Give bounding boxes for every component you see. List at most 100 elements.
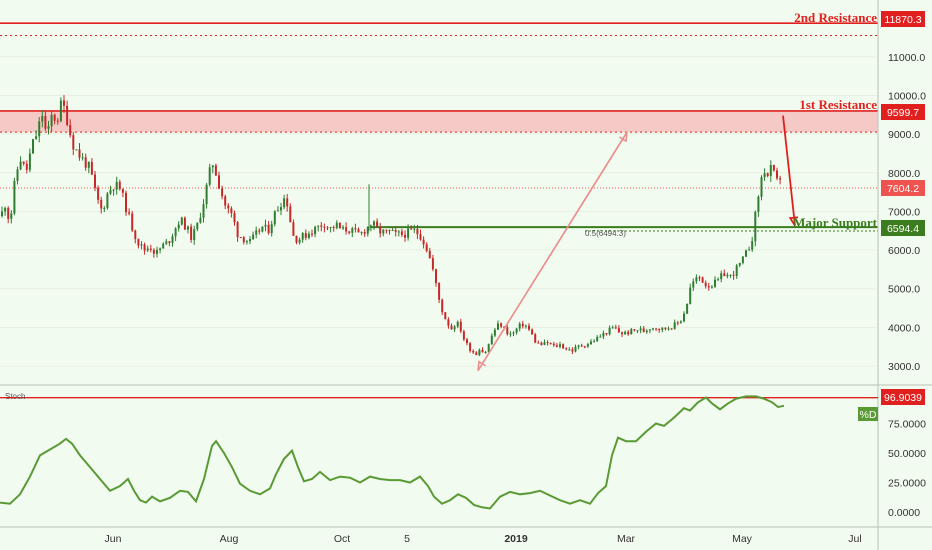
- candle-up: [661, 327, 664, 330]
- candle-up: [261, 226, 264, 232]
- candle-up: [763, 173, 766, 178]
- candle-down: [528, 325, 530, 330]
- candle-down: [552, 343, 555, 346]
- candle-up: [180, 217, 183, 225]
- candle-down: [605, 332, 608, 335]
- candle-up: [738, 262, 741, 266]
- candle-down: [385, 229, 388, 231]
- candle-up: [245, 241, 248, 243]
- candle-up: [366, 226, 369, 234]
- candle-down: [214, 165, 217, 176]
- badge-stoch-value[interactable]: 96.9039: [881, 389, 925, 405]
- candle-down: [565, 348, 568, 350]
- candle-down: [311, 233, 313, 235]
- candle-down: [655, 328, 658, 330]
- badge-current-price[interactable]: 7604.2: [881, 180, 925, 196]
- candle-down: [394, 230, 397, 232]
- candle-down: [447, 319, 450, 326]
- stoch-label: Stoch: [5, 392, 25, 401]
- candle-up: [156, 249, 158, 254]
- candle-up: [648, 329, 651, 331]
- candle-up: [16, 169, 19, 181]
- stoch-legend-d[interactable]: %D: [858, 407, 878, 421]
- candle-up: [280, 207, 282, 211]
- candle-down: [56, 120, 59, 122]
- price-tick-label: 4000.0: [888, 322, 920, 334]
- candle-down: [134, 230, 137, 239]
- projection-arrow-tail-head: [477, 360, 487, 371]
- candle-up: [335, 222, 338, 228]
- candle-up: [754, 211, 757, 242]
- candle-up: [726, 274, 729, 277]
- candle-down: [704, 282, 707, 287]
- candle-down: [357, 229, 360, 233]
- price-tick-label: 7000.0: [888, 206, 920, 218]
- candle-down: [63, 100, 65, 106]
- candle-up: [283, 198, 286, 208]
- badge-second-resistance[interactable]: 11870.3: [881, 11, 925, 27]
- candle-down: [698, 277, 701, 279]
- candle-down: [348, 231, 351, 233]
- candle-up: [19, 161, 22, 170]
- price-tick-label: 9000.0: [888, 129, 920, 141]
- candle-up: [710, 286, 713, 288]
- candle-up: [478, 349, 481, 356]
- candle-down: [354, 228, 357, 230]
- candle-down: [143, 244, 146, 251]
- candle-up: [751, 241, 754, 250]
- candle-down: [428, 250, 431, 259]
- candle-down: [500, 323, 503, 327]
- candle-up: [193, 229, 196, 240]
- candle-up: [146, 248, 149, 251]
- badge-first-resistance[interactable]: 9599.7: [881, 104, 925, 120]
- badge-major-support[interactable]: 6594.4: [881, 220, 925, 236]
- candle-down: [363, 232, 366, 234]
- candle-up: [35, 136, 38, 140]
- candle-down: [670, 328, 673, 330]
- candle-up: [174, 228, 177, 237]
- candle-down: [521, 323, 524, 327]
- candle-down: [190, 226, 193, 240]
- candle-down: [304, 233, 307, 238]
- candle-up: [757, 196, 760, 212]
- candle-down: [614, 327, 617, 329]
- candle-up: [382, 229, 385, 234]
- stoch-axis[interactable]: 0.0000 25.0000 50.0000 75.0000: [888, 419, 926, 520]
- candle-up: [162, 243, 165, 249]
- stoch-tick-label: 25.0000: [888, 478, 926, 490]
- candle-down: [323, 226, 326, 228]
- candle-up: [769, 165, 772, 176]
- candle-down: [128, 212, 131, 214]
- candle-down: [435, 269, 437, 283]
- candle-down: [218, 175, 220, 189]
- candle-up: [211, 165, 214, 168]
- candle-down: [621, 332, 623, 335]
- candle-up: [729, 274, 732, 276]
- candle-down: [66, 105, 69, 126]
- candle-up: [683, 313, 685, 322]
- candle-down: [233, 213, 236, 223]
- price-grid: [0, 56, 878, 367]
- svg-text:9599.7: 9599.7: [887, 107, 919, 119]
- candle-up: [679, 321, 682, 323]
- candle-down: [94, 174, 96, 188]
- candle-up: [342, 227, 344, 229]
- candle-up: [574, 346, 577, 352]
- svg-text:%D: %D: [860, 409, 877, 421]
- candle-down: [416, 228, 419, 235]
- candle-down: [549, 342, 552, 344]
- candle-down: [664, 327, 667, 330]
- price-axis[interactable]: 3000.0 4000.0 5000.0 6000.0 7000.0 8000.0 9000…: [888, 52, 926, 373]
- candle-down: [772, 165, 775, 171]
- candle-down: [292, 222, 295, 236]
- candle-down: [345, 227, 348, 232]
- candle-down: [562, 344, 565, 349]
- candle-up: [270, 224, 273, 234]
- time-axis[interactable]: Jun Aug Oct 5 2019 Mar May Jul: [105, 533, 862, 545]
- candle-down: [506, 327, 509, 335]
- candle-up: [515, 328, 518, 333]
- candle-up: [673, 322, 676, 329]
- candle-up: [397, 231, 400, 233]
- candle-down: [168, 241, 171, 243]
